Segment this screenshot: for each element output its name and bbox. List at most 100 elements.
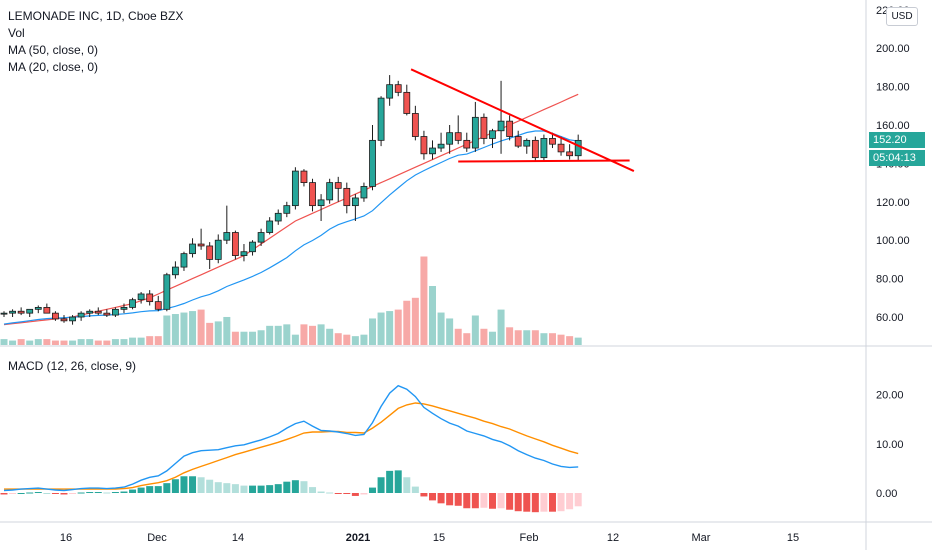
volume-bar <box>154 336 162 345</box>
candle-body <box>26 308 34 314</box>
volume-bar <box>506 327 514 345</box>
macd-histogram-bar <box>189 476 197 493</box>
macd-histogram-bar <box>377 477 385 493</box>
volume-bar <box>223 316 231 345</box>
macd-histogram-bar <box>343 493 351 494</box>
volume-bar <box>26 340 34 345</box>
volume-bar <box>548 333 556 345</box>
candle-body <box>112 308 119 316</box>
macd-histogram-bar <box>480 493 488 508</box>
macd-histogram-bar <box>309 487 317 493</box>
price-tick-label: 160.00 <box>876 120 910 132</box>
macd-tick-label: 10.00 <box>876 439 904 451</box>
candle-body <box>206 245 214 260</box>
macd-label[interactable]: MACD (12, 26, close, 9) <box>8 359 137 373</box>
volume-bar <box>463 333 471 345</box>
currency-button[interactable]: USD <box>886 7 918 26</box>
macd-histogram-bar <box>300 481 308 493</box>
candle-body <box>9 310 16 314</box>
price-tick-label: 80.00 <box>876 274 904 286</box>
macd-histogram-bar <box>206 479 214 493</box>
candle-body <box>557 143 565 153</box>
candle-body <box>411 113 419 137</box>
candle-body <box>514 136 522 147</box>
macd-histogram-bar <box>574 493 582 507</box>
vol-label[interactable]: Vol <box>8 26 25 40</box>
candle-body <box>334 182 342 189</box>
volume-bar <box>437 312 445 345</box>
volume-bar <box>129 337 137 345</box>
macd-histogram-bar <box>514 493 522 512</box>
price-tick-label: 120.00 <box>876 197 910 209</box>
volume-bar <box>454 328 462 345</box>
candle-body <box>317 199 325 207</box>
candle-body <box>86 310 94 314</box>
macd-histogram-bar <box>17 493 25 494</box>
candle-body <box>266 220 274 233</box>
volume-bar <box>180 312 188 345</box>
macd-histogram-bar <box>171 479 179 493</box>
volume-bar <box>309 325 317 345</box>
time-tick-label: 12 <box>607 532 619 544</box>
candle-body <box>189 243 196 255</box>
macd-histogram-bar <box>386 470 394 493</box>
volume-bar <box>317 324 325 345</box>
volume-bar <box>523 330 531 345</box>
candle-body <box>231 232 239 256</box>
volume-bar <box>43 339 51 345</box>
volume-bar <box>86 339 94 345</box>
candle-body <box>377 97 385 141</box>
candle-body <box>351 197 359 207</box>
volume-bar <box>266 325 274 345</box>
volume-bar <box>69 340 77 345</box>
macd-histogram-bar <box>180 476 188 493</box>
candle-body <box>52 312 59 320</box>
macd-histogram-bar <box>231 484 239 493</box>
macd-histogram-bar <box>137 487 145 493</box>
macd-histogram-bar <box>9 493 17 494</box>
macd-histogram-bar <box>257 485 265 493</box>
volume-bars <box>0 256 582 345</box>
volume-bar <box>566 336 574 345</box>
macd-tick-label: 20.00 <box>876 390 904 402</box>
macd-histogram-bar <box>223 483 231 493</box>
time-tick-label: 15 <box>433 532 445 544</box>
macd-histogram-bar <box>266 485 274 493</box>
candle-body <box>471 116 479 149</box>
ma20-label[interactable]: MA (20, close, 0) <box>8 60 99 74</box>
volume-bar <box>429 286 436 345</box>
macd-histogram-bar <box>60 493 68 495</box>
candle-body <box>103 312 111 316</box>
volume-bar <box>514 330 522 345</box>
candle-body <box>94 310 102 314</box>
macd-histogram-bar <box>77 492 85 494</box>
candle-body <box>531 139 539 159</box>
candle-body <box>540 138 548 159</box>
macd-histogram-bar <box>334 493 342 494</box>
time-tick-label: 2021 <box>346 532 370 544</box>
candle-body <box>429 147 436 155</box>
volume-bar <box>334 333 342 345</box>
volume-bar <box>240 331 248 345</box>
candle-body <box>360 186 368 199</box>
ma50-label[interactable]: MA (50, close, 0) <box>8 43 99 57</box>
volume-bar <box>9 340 17 345</box>
volume-bar <box>480 328 488 345</box>
symbol-title[interactable]: LEMONADE INC, 1D, Cboe BZX <box>8 9 184 23</box>
macd-histogram-bar <box>94 492 102 494</box>
axes: 60.00 80.00 100.00 120.00 14 0.00 160.00 180.00… <box>60 5 910 544</box>
macd-histogram-bar <box>411 486 419 493</box>
macd-histogram-bar <box>566 493 574 510</box>
candle-body <box>386 84 394 99</box>
candle-body <box>34 306 42 310</box>
volume-bar <box>488 331 496 345</box>
volume-bar <box>274 325 282 345</box>
volume-bar <box>103 340 111 345</box>
volume-bar <box>111 339 119 345</box>
macd-histogram-bar <box>506 493 514 510</box>
volume-bar <box>171 314 179 345</box>
volume-bar <box>377 312 385 345</box>
candle-body <box>574 139 582 157</box>
